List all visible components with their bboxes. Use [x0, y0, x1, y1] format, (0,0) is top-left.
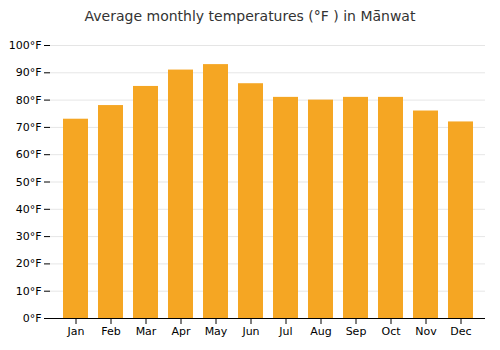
html-text:Average monthly temperatures (: Average monthly temperatures (°F ) in Mā… — [84, 8, 416, 24]
svg-text:40°F: 40°F — [16, 203, 42, 216]
svg-text:50°F: 50°F — [16, 176, 42, 189]
svg-text:Oct: Oct — [381, 325, 401, 338]
svg-text:Jun: Jun — [241, 325, 259, 338]
svg-text:Sep: Sep — [346, 325, 367, 338]
svg-text:80°F: 80°F — [16, 94, 42, 107]
svg-text:Aug: Aug — [310, 325, 331, 338]
svg-text:Dec: Dec — [450, 325, 471, 338]
svg-text:Feb: Feb — [101, 325, 120, 338]
svg-text:0°F: 0°F — [23, 312, 42, 325]
svg-text:70°F: 70°F — [16, 121, 42, 134]
svg-text:10°F: 10°F — [16, 285, 42, 298]
svg-text:100°F: 100°F — [9, 39, 42, 52]
svg-text:May: May — [205, 325, 228, 338]
svg-text:Jan: Jan — [67, 325, 85, 338]
svg-text:Jul: Jul — [278, 325, 292, 338]
svg-text:60°F: 60°F — [16, 148, 42, 161]
svg-text:Apr: Apr — [171, 325, 191, 338]
svg-text:20°F: 20°F — [16, 257, 42, 270]
svg-text:30°F: 30°F — [16, 230, 42, 243]
svg-text:Nov: Nov — [415, 325, 437, 338]
svg-text:Mar: Mar — [136, 325, 157, 338]
svg-text:90°F: 90°F — [16, 66, 42, 79]
